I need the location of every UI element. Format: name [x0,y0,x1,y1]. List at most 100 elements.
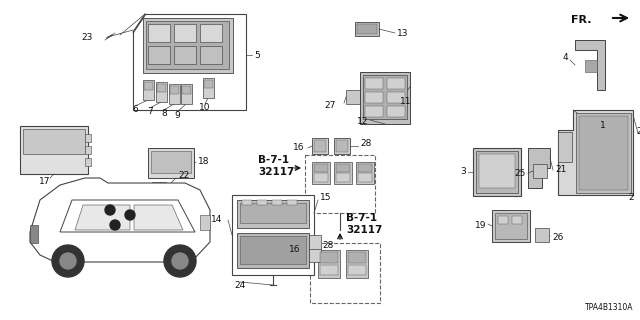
Bar [156,82,167,102]
Bar [365,78,383,89]
Bar [240,236,306,264]
Bar [157,84,166,92]
Bar [476,151,518,193]
Bar [148,46,170,64]
Bar [85,134,91,142]
Bar [363,75,407,119]
Bar [200,215,210,230]
Bar [320,265,338,275]
Text: 15: 15 [320,194,332,203]
Bar [318,250,340,278]
Bar [305,155,375,213]
Circle shape [60,253,76,269]
Bar [152,182,166,194]
Bar [232,195,314,275]
Bar [148,24,170,42]
Circle shape [105,205,115,215]
Text: 25: 25 [515,169,526,178]
Bar [203,78,214,98]
Bar [272,200,282,205]
Bar [387,78,405,89]
Bar [307,235,321,249]
Bar [310,243,380,303]
Bar [498,216,508,224]
Bar [144,82,153,90]
Bar [174,46,196,64]
Circle shape [164,245,196,277]
Text: 6: 6 [132,106,138,115]
Bar [579,116,628,190]
Text: B-7-1: B-7-1 [258,155,289,165]
Text: 24: 24 [234,281,246,290]
Text: 2: 2 [628,194,634,203]
Bar [30,225,38,243]
Bar [336,173,350,182]
Bar [512,216,522,224]
Bar [242,200,252,205]
Text: 7: 7 [147,108,153,116]
Text: 21: 21 [555,165,566,174]
Bar [20,126,88,174]
Bar [320,252,338,263]
Bar [336,164,350,172]
Bar [287,200,297,205]
Bar [387,92,405,103]
Polygon shape [134,205,183,230]
Text: 32117: 32117 [346,225,382,235]
Bar [85,146,91,154]
Bar [355,22,379,36]
Bar [360,72,410,124]
Text: 5: 5 [254,51,260,60]
Text: TPA4B1310A: TPA4B1310A [585,303,634,313]
Bar [146,21,229,69]
Bar [314,140,326,152]
Bar [492,210,530,242]
Circle shape [52,245,84,277]
Bar [148,148,194,178]
Bar [257,200,267,205]
Bar [357,24,377,34]
Polygon shape [60,200,195,232]
Bar [346,90,360,104]
Text: 28: 28 [322,241,333,250]
Text: 22: 22 [178,171,189,180]
Text: 19: 19 [474,220,486,229]
Bar [558,132,572,162]
Bar [334,162,352,184]
Bar [365,106,383,117]
Bar [479,154,515,188]
Bar [181,84,192,104]
Bar [85,158,91,166]
Text: 13: 13 [397,28,408,37]
Bar [240,203,306,223]
Bar [358,173,372,182]
Text: 18: 18 [198,157,209,166]
Polygon shape [75,205,130,230]
Text: B-7-1: B-7-1 [346,213,377,223]
Text: 16: 16 [289,245,300,254]
Text: 20: 20 [636,126,640,135]
Bar [143,18,233,73]
Text: 11: 11 [400,98,412,107]
Bar [237,233,309,268]
Bar [312,138,328,154]
Bar [334,138,350,154]
Bar [200,24,222,42]
Bar [348,265,366,275]
Text: FR.: FR. [572,15,592,25]
Bar [307,248,321,262]
Polygon shape [528,148,550,188]
Text: 9: 9 [174,111,180,121]
Text: 28: 28 [360,140,371,148]
Text: 32117: 32117 [258,167,294,177]
Text: 3: 3 [460,167,466,177]
Bar [182,86,191,94]
Bar [143,80,154,100]
Bar [237,200,309,228]
Polygon shape [575,40,605,90]
Bar [348,252,366,263]
Bar [387,106,405,117]
Text: 26: 26 [552,233,563,242]
Bar [585,60,597,72]
Bar [365,92,383,103]
